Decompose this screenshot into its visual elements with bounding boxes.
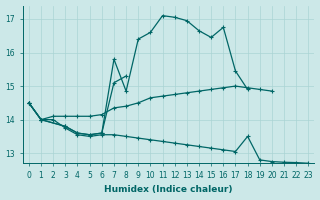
X-axis label: Humidex (Indice chaleur): Humidex (Indice chaleur) [104,185,233,194]
